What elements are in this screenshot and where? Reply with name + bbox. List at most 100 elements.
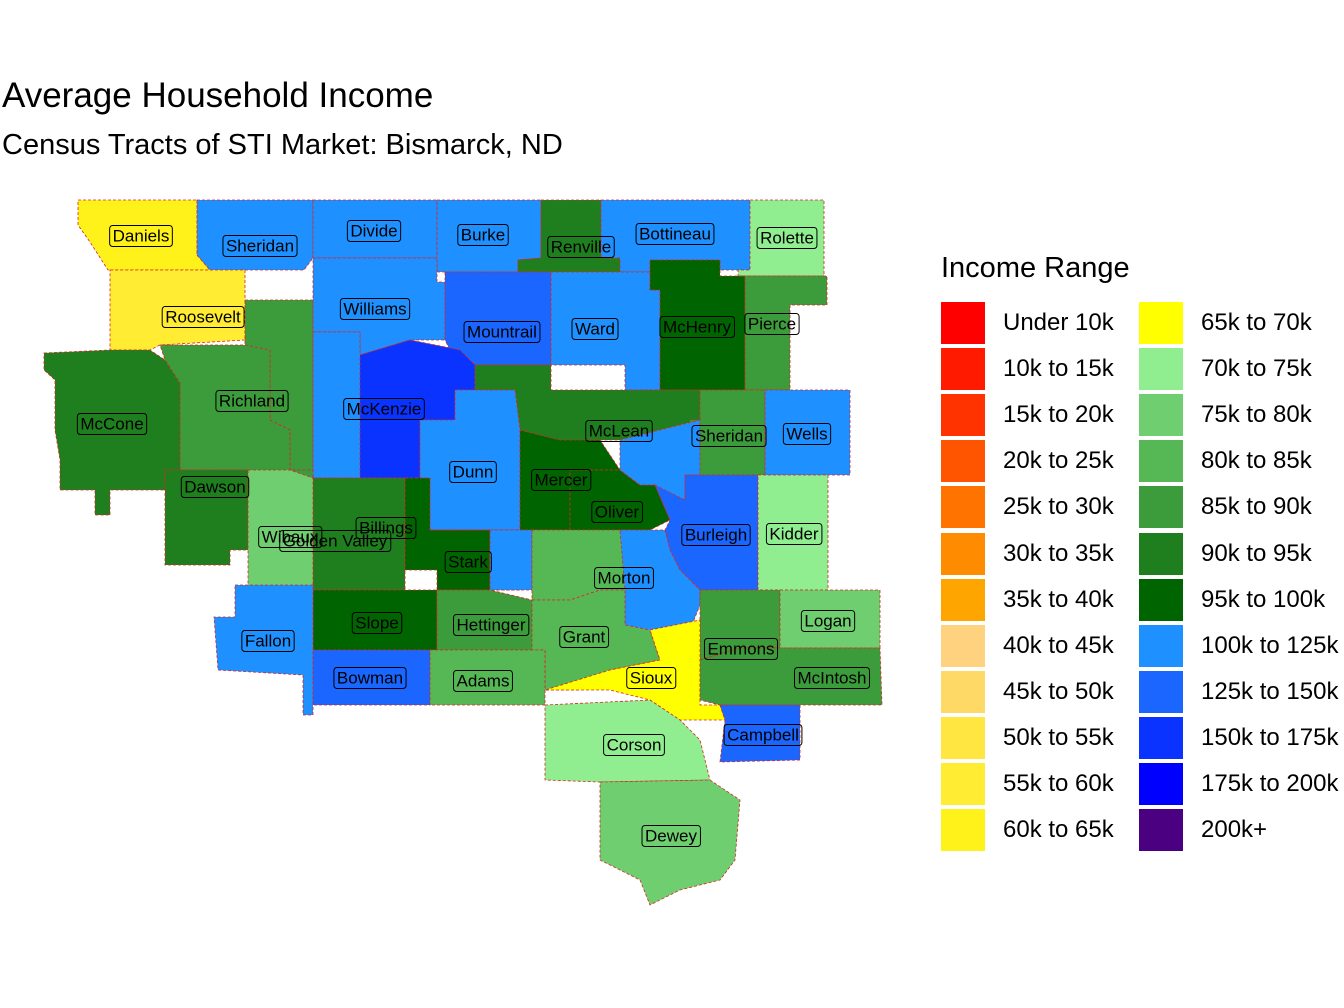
legend-label: 80k to 85k <box>1201 447 1312 475</box>
map-subtitle: Census Tracts of STI Market: Bismarck, N… <box>2 129 563 161</box>
county-name: Divide <box>350 222 397 241</box>
county-label: Roosevelt <box>161 306 245 328</box>
county-label: Corson <box>603 734 665 756</box>
legend-label: 35k to 40k <box>1003 585 1114 613</box>
legend-label: 55k to 60k <box>1003 770 1114 797</box>
legend-swatch <box>1139 440 1183 483</box>
map-title: Average Household Income <box>2 76 434 115</box>
county-label: Burke <box>457 224 509 246</box>
legend-label: 200k+ <box>1201 816 1268 844</box>
county-label: McLean <box>585 420 653 442</box>
county-label: Dawson <box>180 476 250 498</box>
legend-label: 100k to 125k <box>1201 631 1339 659</box>
county-name: McLean <box>589 422 649 441</box>
legend-swatch <box>941 670 985 713</box>
county-name: Logan <box>804 612 851 631</box>
legend-item: 85k to 90k <box>1139 486 1312 529</box>
county-label: Kidder <box>765 523 823 545</box>
legend-swatch <box>1139 670 1183 713</box>
legend-label: 125k to 150k <box>1201 677 1339 705</box>
county-label: Sioux <box>626 667 677 689</box>
legend-swatch <box>941 578 985 621</box>
legend-item: 80k to 85k <box>1139 440 1312 483</box>
county-label-box <box>355 517 417 539</box>
legend-item: 25k to 30k <box>941 486 1114 529</box>
legend-swatch <box>1139 348 1183 391</box>
county-label-box <box>453 670 513 692</box>
county-name: Rolette <box>760 229 814 248</box>
county-label: Rolette <box>756 227 818 249</box>
county-name: Dawson <box>184 478 245 497</box>
county-name: Richland <box>219 392 285 411</box>
county-label-box <box>603 734 665 756</box>
county-name: Wells <box>786 425 827 444</box>
county-name: Grant <box>563 628 606 647</box>
county-label-box <box>547 236 615 258</box>
county-label: Billings <box>355 517 417 539</box>
legend-swatch <box>1139 624 1183 667</box>
county-label: Pierce <box>744 313 800 335</box>
county-name: Campbell <box>727 726 799 745</box>
legend-label: 25k to 30k <box>1003 493 1114 521</box>
legend-swatch <box>1139 302 1183 344</box>
county-label: Slope <box>351 612 403 634</box>
county-name: McHenry <box>663 318 732 337</box>
legend-swatch <box>941 532 985 575</box>
legend-label: 85k to 90k <box>1201 493 1312 521</box>
county-label-box <box>723 724 803 746</box>
legend-item: 175k to 200k <box>1139 763 1338 805</box>
county-region <box>247 469 314 591</box>
county-name: Wibaux <box>262 528 319 547</box>
legend-swatch <box>941 809 985 852</box>
legend-swatch <box>941 348 985 391</box>
legend-item: 150k to 175k <box>1139 716 1338 759</box>
legend-swatch <box>941 440 985 483</box>
legend-swatch <box>941 302 985 344</box>
county-name: Oliver <box>595 503 640 522</box>
county-name: Emmons <box>707 640 774 659</box>
legend-swatch <box>1139 809 1183 852</box>
county-label: Logan <box>800 610 856 632</box>
county-label-box <box>346 220 402 242</box>
county-name: Pierce <box>748 315 796 334</box>
county-region <box>699 647 883 706</box>
county-label: McHenry <box>659 316 736 338</box>
county-name: Bowman <box>337 669 403 688</box>
legend-swatch <box>941 486 985 529</box>
county-label: Bowman <box>333 667 407 689</box>
county-label: Sheridan <box>691 425 767 447</box>
county-label-box <box>449 461 497 483</box>
county-name: Williams <box>343 300 406 319</box>
county-region <box>654 474 759 591</box>
legend-item: 35k to 40k <box>941 578 1114 621</box>
county-region <box>77 199 211 271</box>
county-label-box <box>457 224 509 246</box>
legend-item: 70k to 75k <box>1139 348 1312 391</box>
county-label: Golden Valley <box>279 530 392 552</box>
county-label-box <box>215 390 289 412</box>
legend-swatch <box>941 716 985 759</box>
legend-swatch <box>1139 716 1183 759</box>
county-label: McIntosh <box>794 667 870 689</box>
legend-label: 45k to 50k <box>1003 677 1114 705</box>
county-name: Hettinger <box>457 616 526 635</box>
county-label-box <box>531 469 592 491</box>
county-label: Fallon <box>241 630 295 652</box>
legend-item: 60k to 65k <box>941 809 1114 852</box>
legend-label: 65k to 70k <box>1201 309 1312 336</box>
county-name: Sheridan <box>226 237 294 256</box>
county-label: Daniels <box>109 225 173 247</box>
legend-item: 50k to 55k <box>941 716 1114 759</box>
county-label-box <box>279 530 392 552</box>
county-label-box <box>351 612 403 634</box>
county-region <box>599 779 741 906</box>
legend-swatch <box>1139 578 1183 621</box>
county-label: Williams <box>339 298 411 320</box>
county-region <box>764 389 851 476</box>
county-name: Roosevelt <box>165 308 241 327</box>
legend-item: 100k to 125k <box>1139 624 1339 667</box>
county-name: Slope <box>355 614 398 633</box>
county-label-box <box>444 551 492 573</box>
county-label: Grant <box>559 626 610 648</box>
